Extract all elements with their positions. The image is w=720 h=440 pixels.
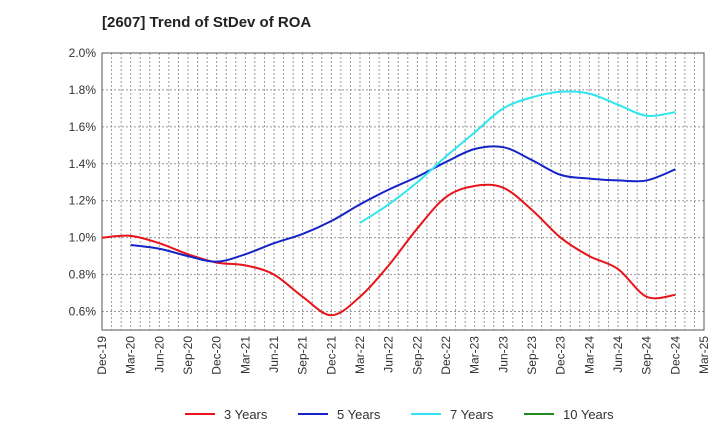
legend-item: 3 Years: [185, 407, 268, 422]
x-tick-label: Mar-23: [468, 336, 482, 374]
series-line-3-years: [101, 183, 676, 317]
legend-label: 5 Years: [337, 407, 381, 422]
x-tick-label: Mar-25: [697, 336, 711, 374]
legend-label: 10 Years: [563, 407, 614, 422]
x-tick-label: Sep-20: [181, 336, 195, 375]
series-layer: [101, 90, 676, 317]
y-axis-ticks: 0.6% 0.8% 1.0% 1.2% 1.4% 1.6% 1.8% 2.0%: [69, 46, 97, 319]
legend-item: 7 Years: [411, 407, 494, 422]
x-tick-label: Dec-19: [95, 336, 109, 375]
y-tick-label: 1.2%: [69, 194, 97, 208]
y-tick-label: 0.8%: [69, 268, 97, 282]
plot-frame: [101, 52, 705, 331]
x-tick-label: Mar-24: [582, 336, 596, 374]
x-tick-label: Jun-23: [496, 336, 510, 373]
x-tick-label: Mar-21: [238, 336, 252, 374]
x-tick-label: Jun-20: [152, 336, 166, 373]
x-tick-label: Mar-22: [353, 336, 367, 374]
y-tick-label: 1.4%: [69, 157, 97, 171]
x-axis-ticks: Dec-19 Mar-20 Jun-20 Sep-20 Dec-20 Mar-21 Jun-…: [95, 336, 711, 375]
y-tick-label: 1.8%: [69, 83, 97, 97]
series-line-5-years: [130, 145, 676, 263]
chart-title: [2607] Trend of StDev of ROA: [102, 14, 312, 31]
legend: 3 Years 5 Years 7 Years 10 Years: [185, 407, 614, 422]
x-tick-label: Dec-23: [554, 336, 568, 375]
legend-label: 7 Years: [450, 407, 494, 422]
legend-label: 3 Years: [224, 407, 268, 422]
x-tick-label: Sep-24: [640, 336, 654, 375]
x-tick-label: Jun-21: [267, 336, 281, 373]
plot-area: [102, 53, 704, 330]
x-tick-label: Mar-20: [124, 336, 138, 374]
legend-item: 5 Years: [298, 407, 381, 422]
series-line-7-years: [359, 90, 676, 224]
legend-item: 10 Years: [524, 407, 614, 422]
x-tick-label: Jun-24: [611, 336, 625, 373]
x-tick-label: Sep-23: [525, 336, 539, 375]
y-tick-label: 1.0%: [69, 231, 97, 245]
x-tick-label: Sep-22: [410, 336, 424, 375]
y-tick-label: 2.0%: [69, 46, 97, 60]
x-tick-label: Dec-22: [439, 336, 453, 375]
y-tick-label: 1.6%: [69, 120, 97, 134]
x-tick-label: Dec-20: [210, 336, 224, 375]
x-tick-label: Jun-22: [382, 336, 396, 373]
x-tick-label: Dec-21: [324, 336, 338, 375]
x-tick-label: Dec-24: [668, 336, 682, 375]
y-tick-label: 0.6%: [69, 305, 97, 319]
x-tick-label: Sep-21: [296, 336, 310, 375]
grid-layer: [101, 52, 705, 331]
